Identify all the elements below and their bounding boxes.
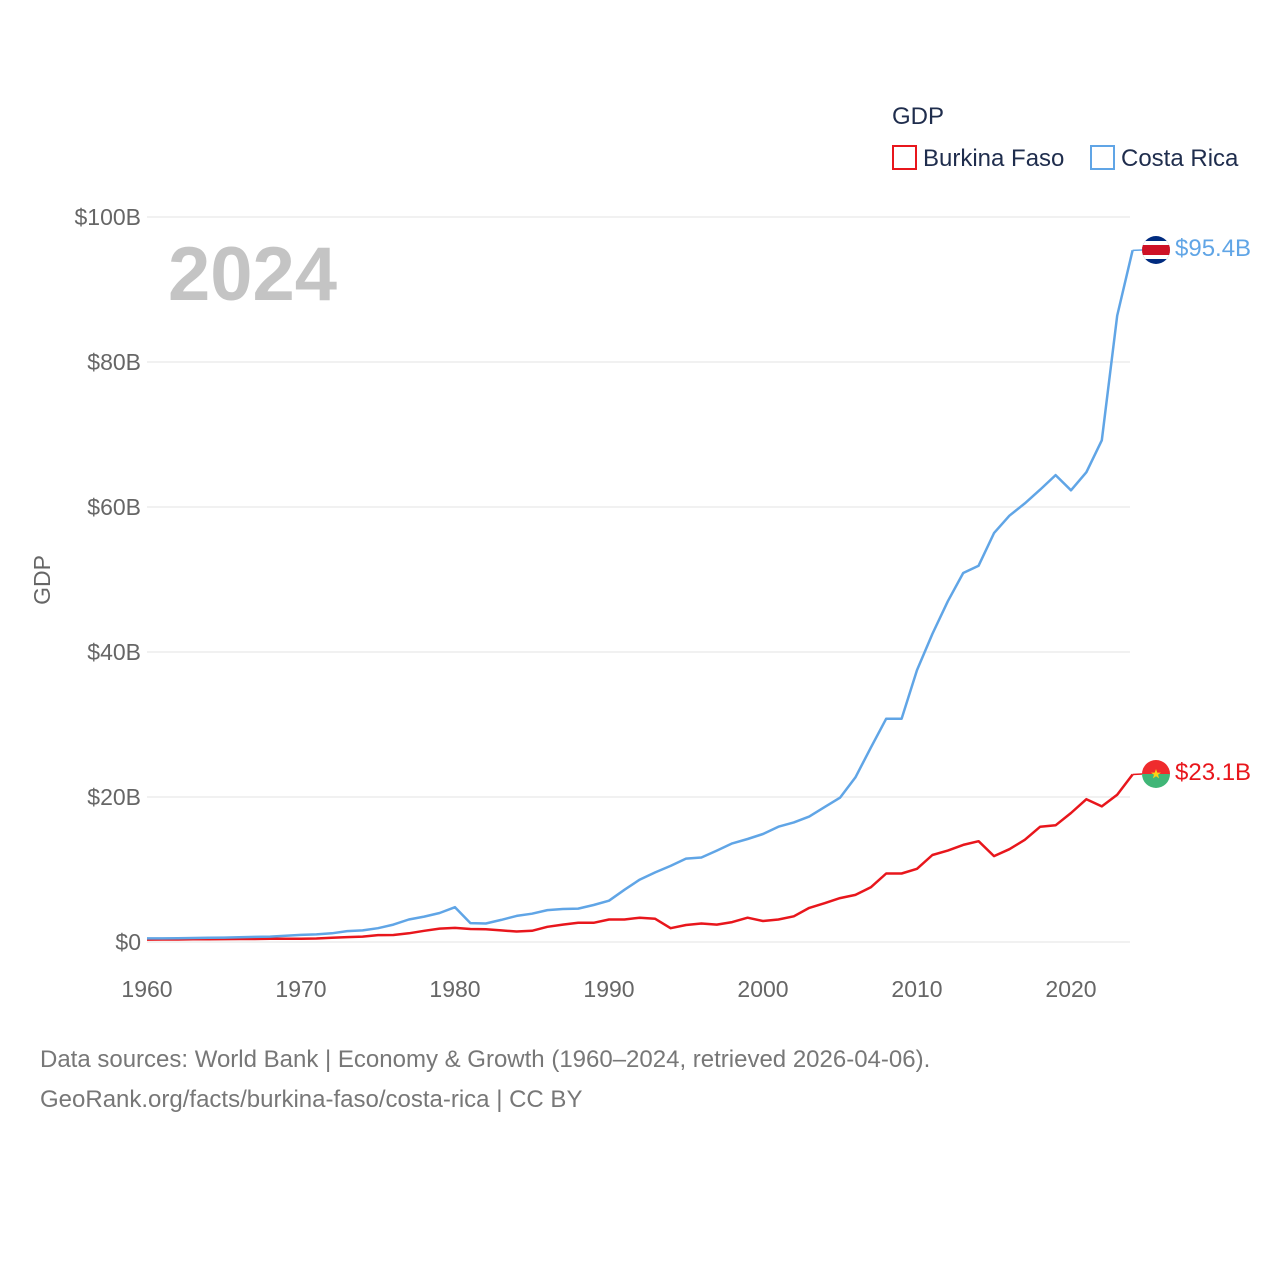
- burkina-faso-flag-icon: [1142, 760, 1170, 788]
- source-line-2: GeoRank.org/facts/burkina-faso/costa-ric…: [40, 1086, 583, 1113]
- legend-swatch-costa-rica[interactable]: [1090, 145, 1115, 170]
- series-lines: [146, 249, 1143, 941]
- y-axis-ticks: $0 $20B $40B $60B $80B $100B: [74, 204, 141, 955]
- x-tick-label: 1960: [121, 976, 172, 1002]
- x-tick-label: 1980: [429, 976, 480, 1002]
- year-label: 2024: [168, 232, 337, 317]
- y-axis-title: GDP: [29, 555, 55, 605]
- costa-rica-end-label: $95.4B: [1175, 235, 1251, 262]
- legend-title: GDP: [892, 103, 944, 130]
- x-tick-label: 1990: [583, 976, 634, 1002]
- y-tick-label: $60B: [87, 494, 141, 520]
- source-line-1: Data sources: World Bank | Economy & Gro…: [40, 1046, 931, 1073]
- series-line-costa-rica[interactable]: [147, 250, 1134, 940]
- end-label-connector: [1132, 773, 1143, 776]
- legend-swatch-burkina-faso[interactable]: [892, 145, 917, 170]
- y-tick-label: $100B: [74, 204, 141, 230]
- y-tick-label: $20B: [87, 784, 141, 810]
- x-tick-label: 2010: [891, 976, 942, 1002]
- x-tick-label: 2000: [737, 976, 788, 1002]
- series-line-burkina-faso[interactable]: [146, 773, 1134, 941]
- x-tick-label: 1970: [275, 976, 326, 1002]
- y-tick-label: $80B: [87, 349, 141, 375]
- y-tick-label: $0: [115, 929, 141, 955]
- source-note: Data sources: World Bank | Economy & Gro…: [40, 1040, 930, 1120]
- costa-rica-flag-icon: [1142, 236, 1170, 264]
- legend-label-burkina-faso[interactable]: Burkina Faso: [923, 145, 1064, 172]
- y-tick-label: $40B: [87, 639, 141, 665]
- grid-lines: [147, 216, 1130, 943]
- legend-label-costa-rica[interactable]: Costa Rica: [1121, 145, 1239, 172]
- x-axis-ticks: 1960 1970 1980 1990 2000 2010 2020: [121, 976, 1096, 1002]
- burkina-faso-end-label: $23.1B: [1175, 759, 1251, 786]
- x-tick-label: 2020: [1045, 976, 1096, 1002]
- legend: GDP Burkina Faso Costa Rica: [892, 103, 1239, 172]
